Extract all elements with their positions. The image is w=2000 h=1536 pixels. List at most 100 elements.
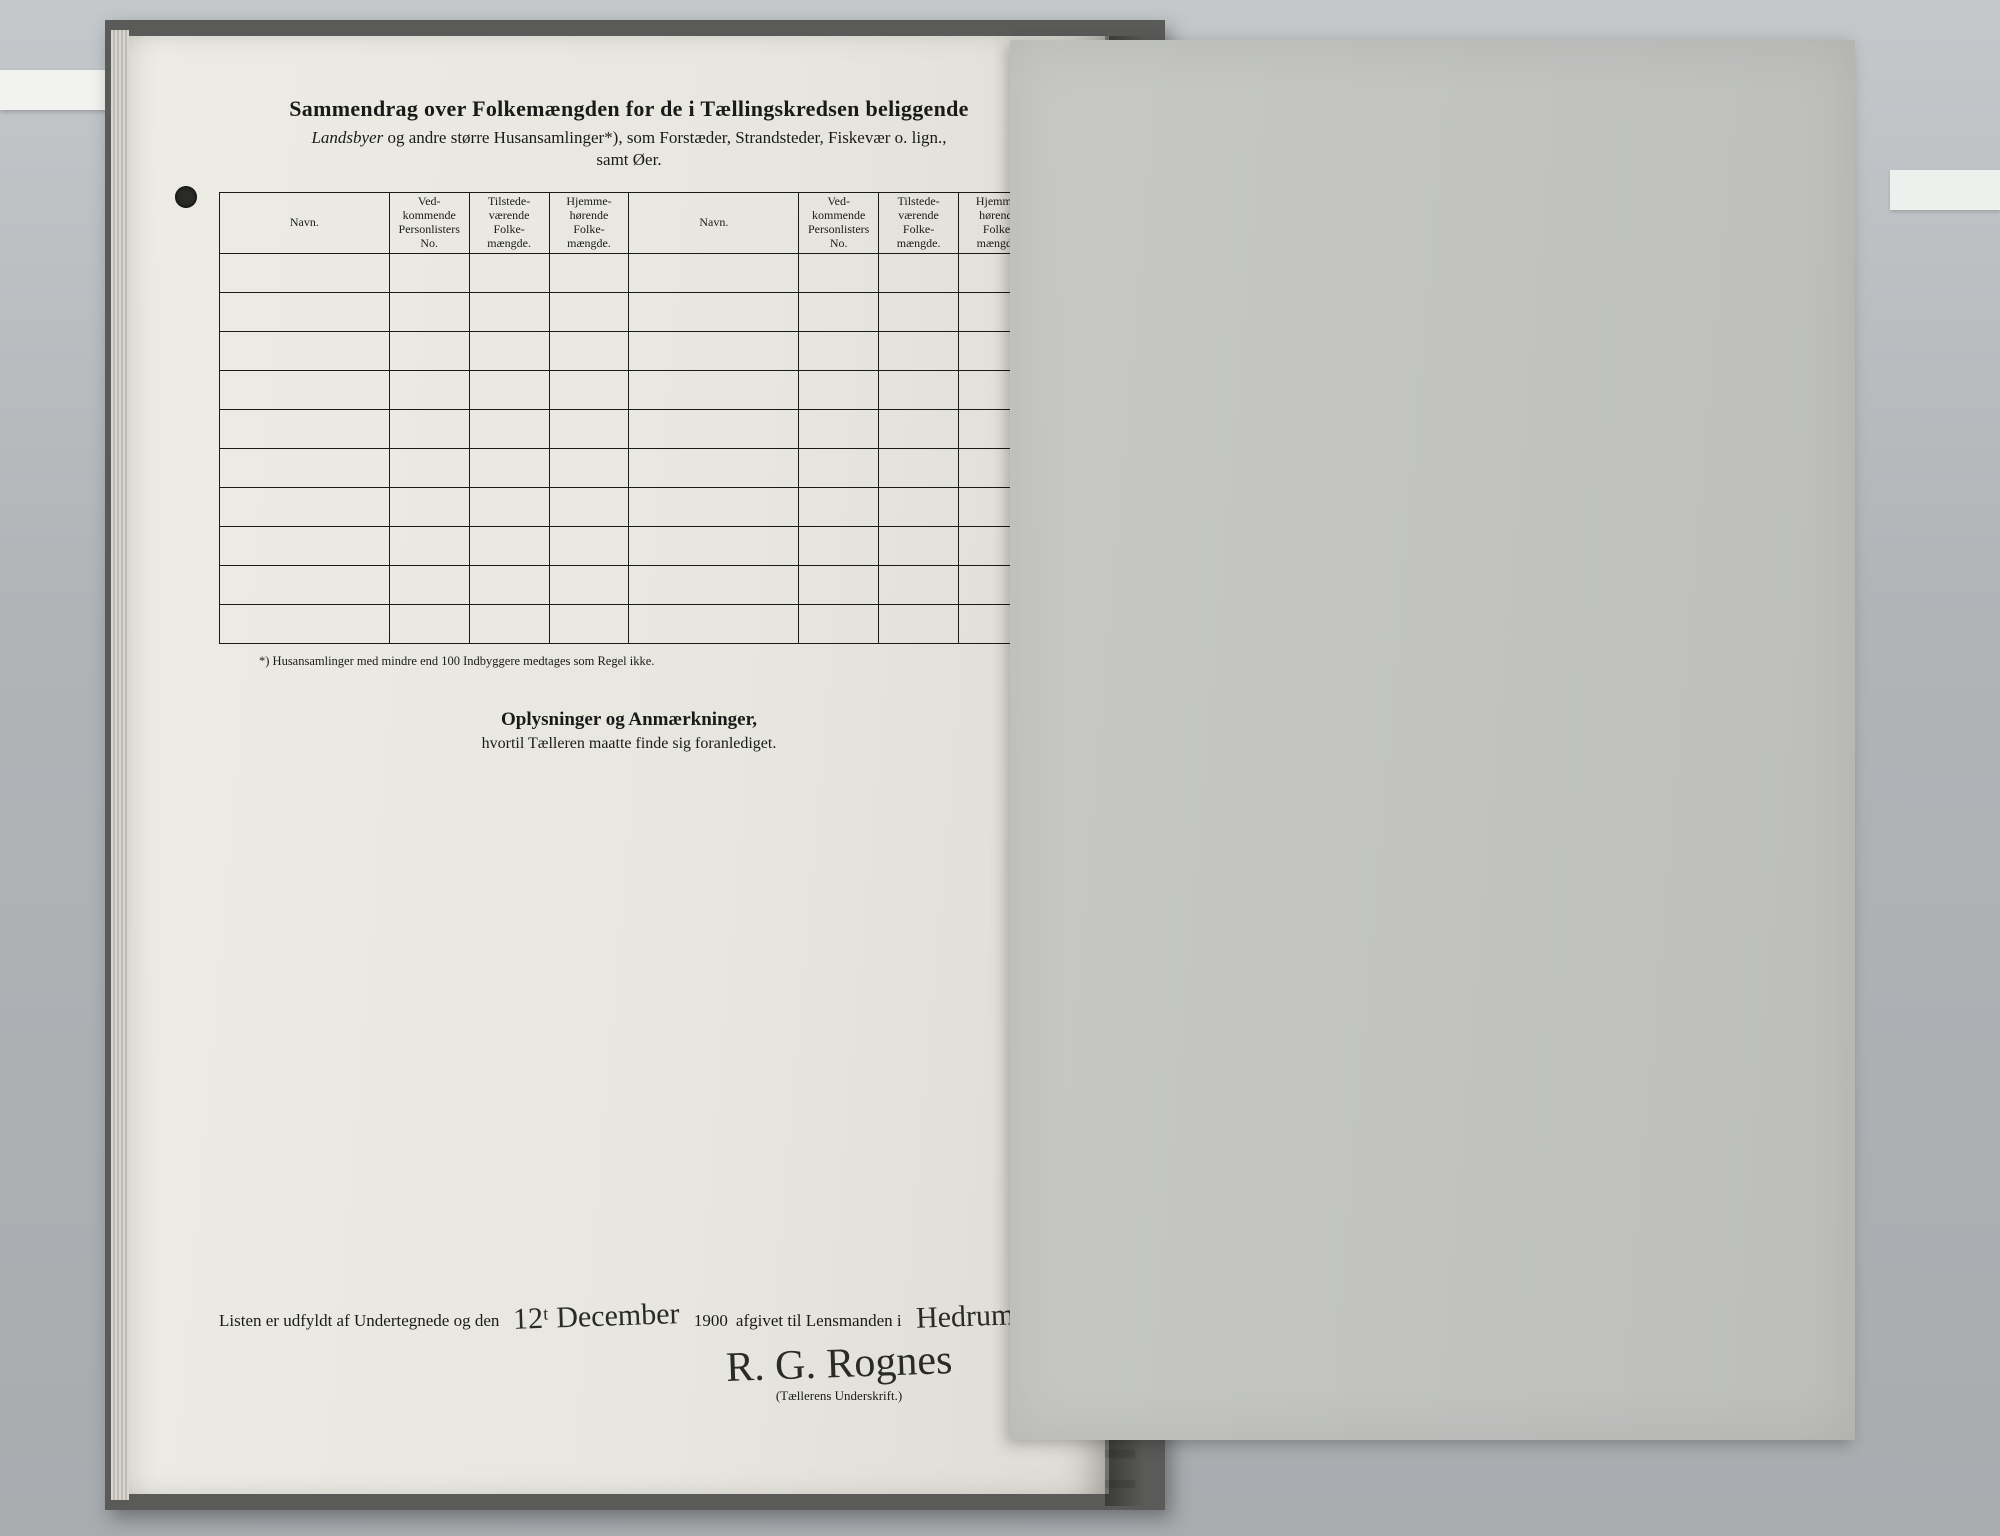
table-cell [469,332,549,371]
table-cell [469,566,549,605]
table-cell [629,605,799,644]
table-body [220,254,1039,644]
table-cell [549,332,629,371]
signature-line: Listen er udfyldt af Undertegnede og den… [219,1300,1039,1334]
table-cell [879,566,959,605]
table-row [220,254,1039,293]
binding-hole [175,186,197,208]
subtitle-italic: Landsbyer [311,128,383,147]
table-cell [879,605,959,644]
table-cell [879,332,959,371]
ledger-book: Sammendrag over Folkemængden for de i Tæ… [105,20,1165,1510]
sig-text-b: afgivet til Lensmanden i [736,1311,902,1331]
sig-date-hand: 12ᵗ December [507,1297,687,1337]
subtitle-rest: og andre større Husansamlinger*), som Fo… [383,128,946,147]
table-row [220,527,1039,566]
table-cell [549,566,629,605]
table-cell [799,527,879,566]
table-cell [629,293,799,332]
table-cell [549,371,629,410]
table-cell [799,332,879,371]
footnote: *) Husansamlinger med mindre end 100 Ind… [219,654,1039,669]
table-cell [799,410,879,449]
scan-background: Sammendrag over Folkemængden for de i Tæ… [0,0,2000,1536]
table-cell [799,293,879,332]
table-cell [799,254,879,293]
col-tilst-2: Tilstede-værendeFolke-mængde. [879,193,959,254]
sig-place-hand: Hedrum [909,1298,1020,1336]
sig-name-hand: R. G. Rognes [719,1336,959,1392]
table-cell [389,527,469,566]
table-cell [389,293,469,332]
table-row [220,293,1039,332]
table-cell [469,293,549,332]
signature-name-row: R. G. Rognes [219,1340,1039,1388]
table-cell [549,293,629,332]
page-subtitle-2: samt Øer. [219,150,1039,170]
table-cell [220,332,390,371]
table-cell [799,605,879,644]
signature-block: Listen er udfyldt af Undertegnede og den… [219,1300,1039,1404]
table-cell [799,566,879,605]
table-cell [879,293,959,332]
notes-block: Oplysninger og Anmærkninger, hvortil Tæl… [219,709,1039,753]
edge-artifact-left [0,70,110,110]
table-cell [799,488,879,527]
table-row [220,332,1039,371]
table-cell [220,488,390,527]
table-cell [879,449,959,488]
table-cell [220,254,390,293]
table-row [220,371,1039,410]
table-cell [469,527,549,566]
table-row [220,605,1039,644]
table-row [220,410,1039,449]
table-cell [389,371,469,410]
table-row [220,449,1039,488]
table-cell [549,527,629,566]
page-title: Sammendrag over Folkemængden for de i Tæ… [219,96,1039,122]
table-cell [389,449,469,488]
table-cell [220,449,390,488]
edge-artifact-right [1890,170,2000,210]
table-cell [220,566,390,605]
table-cell [220,410,390,449]
table-cell [469,371,549,410]
table-cell [389,605,469,644]
table-cell [389,254,469,293]
table-cell [469,488,549,527]
table-cell [220,605,390,644]
table-cell [879,371,959,410]
col-navn-1: Navn. [220,193,390,254]
table-cell [220,371,390,410]
table-cell [879,410,959,449]
table-cell [469,605,549,644]
left-page: Sammendrag over Folkemængden for de i Tæ… [129,36,1109,1494]
table-cell [549,410,629,449]
page-stack-edge [111,30,129,1500]
col-navn-2: Navn. [629,193,799,254]
page-heading: Sammendrag over Folkemængden for de i Tæ… [219,96,1039,170]
census-table: Navn. Ved-kommendePersonlistersNo. Tilst… [219,192,1039,644]
sig-text-a: Listen er udfyldt af Undertegnede og den [219,1311,499,1331]
table-cell [549,488,629,527]
table-cell [629,527,799,566]
table-cell [629,566,799,605]
table-cell [629,449,799,488]
col-hjem-1: Hjemme-hørendeFolke-mængde. [549,193,629,254]
table-cell [629,488,799,527]
table-cell [389,332,469,371]
table-cell [629,332,799,371]
table-cell [879,488,959,527]
signature-caption: (Tællerens Underskrift.) [219,1388,1039,1404]
table-cell [549,254,629,293]
right-overlay-page [1010,40,1855,1440]
table-cell [469,410,549,449]
table-cell [629,410,799,449]
sig-year: 1900 [694,1311,728,1331]
table-cell [879,527,959,566]
page-subtitle: Landsbyer og andre større Husansamlinger… [219,128,1039,148]
table-cell [549,605,629,644]
table-cell [469,254,549,293]
table-cell [469,449,549,488]
subtitle2-italic: Øer. [633,150,662,169]
